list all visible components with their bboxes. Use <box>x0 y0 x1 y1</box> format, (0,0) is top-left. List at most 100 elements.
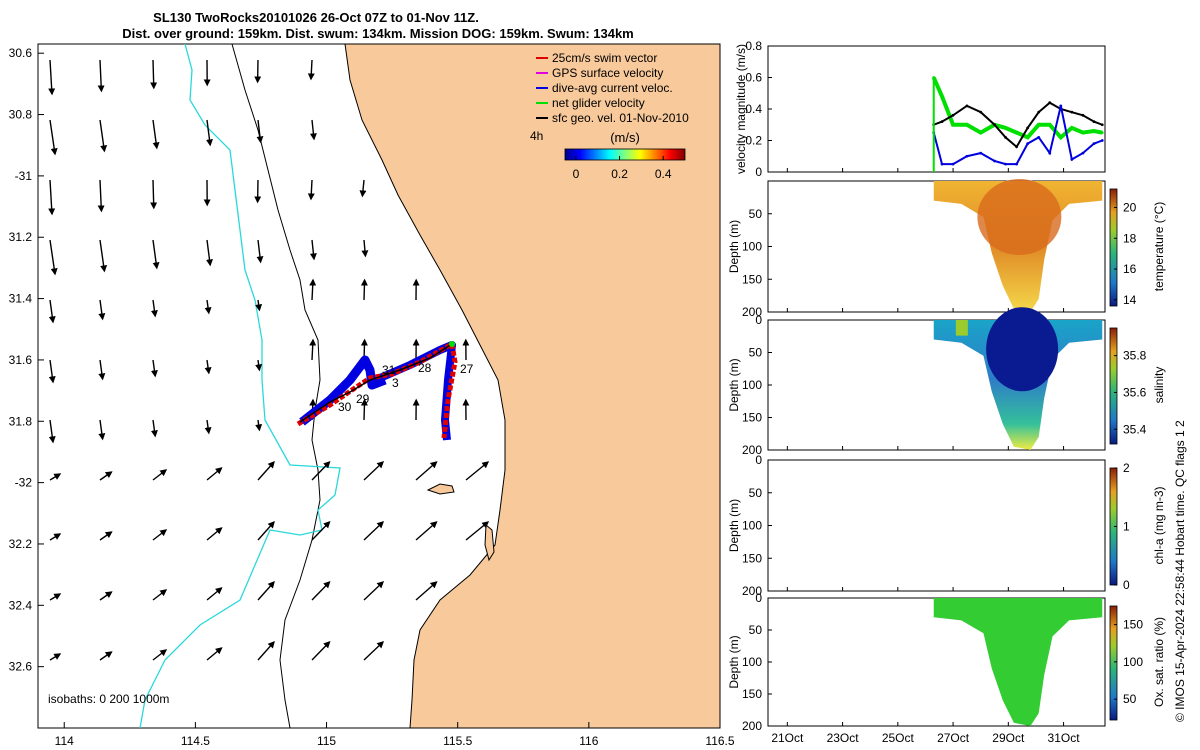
geo-velocity-arrow <box>98 359 106 381</box>
geo-velocity-arrow <box>48 419 56 444</box>
panel-colorbar <box>1109 188 1118 307</box>
colorbar-tick-label: 50 <box>1123 692 1137 706</box>
geo-velocity-arrow <box>152 649 168 661</box>
geo-velocity-arrow <box>206 527 223 541</box>
geo-velocity-arrow <box>97 179 105 213</box>
colorbar-tick-label: 16 <box>1123 262 1137 276</box>
geo-velocity-arrow <box>361 239 369 258</box>
geo-velocity-arrow <box>204 359 212 375</box>
geo-velocity-arrow <box>465 521 490 541</box>
lat-tick-label: 31.8 <box>9 414 33 428</box>
panel-temperature[interactable]: 50 100 150 200 Depth (m) 14 16 18 20 temperature … <box>727 179 1166 319</box>
series-point <box>1037 135 1041 139</box>
geo-velocity-arrow <box>150 359 158 378</box>
series-point <box>979 110 983 114</box>
geo-velocity-arrow <box>360 278 368 301</box>
series-point <box>1070 110 1074 114</box>
geo-velocity-arrow <box>465 461 490 481</box>
geo-velocity-arrow <box>206 239 213 267</box>
series-point <box>1015 131 1019 135</box>
geo-velocity-arrow <box>48 299 56 324</box>
title-line-1: SL130 TwoRocks20101026 26-Oct 07Z to 01-… <box>153 10 479 25</box>
geo-velocity-arrow <box>204 299 212 315</box>
lat-tick-label: -31 <box>15 169 33 183</box>
garden-island <box>484 523 495 562</box>
geo-velocity-arrow <box>152 589 168 601</box>
panel-oxygen[interactable]: 0 50 100 150 200 Depth (m) 21Oct 23Oct 25Oct 27Oc… <box>727 591 1166 745</box>
lon-tick-label: 116 <box>579 734 598 748</box>
series-point <box>1026 126 1030 130</box>
series-point <box>1048 123 1052 127</box>
y-tick-label: 200 <box>742 584 762 598</box>
colorbar-tick-label: 18 <box>1123 231 1137 245</box>
series-point <box>951 113 955 117</box>
series-point <box>993 159 996 163</box>
series-line <box>933 101 1103 149</box>
y-axis-label: velocity magnitude (m/s) <box>734 44 748 174</box>
geo-velocity-arrow <box>49 119 58 156</box>
series-point <box>1081 131 1085 135</box>
lat-axis-ticks: 30.6 30.8 -31 31.2 31.4 31.6 31.8 -32 32.2 32.4 32… <box>9 46 44 674</box>
series-point <box>940 120 944 123</box>
geo-velocity-arrow <box>152 119 160 150</box>
map-panel[interactable]: 313 28 27 30 29 114 114.5 115 115.5 116 116.5 30.… <box>9 43 735 748</box>
geo-velocity-arrow <box>257 580 275 601</box>
y-tick-label: 50 <box>749 486 763 500</box>
geo-velocity-arrow <box>48 179 56 216</box>
geo-velocity-arrow <box>311 640 331 661</box>
series-point <box>1026 135 1030 139</box>
colorbar-label: chl-a (mg m-3) <box>1152 486 1166 564</box>
panel-chla[interactable]: 0 50 100 150 200 Depth (m) 0 1 2 chl-a (mg m-3) <box>727 453 1166 598</box>
oxygen-section <box>933 598 1103 726</box>
geo-velocity-arrow <box>98 419 106 441</box>
geo-velocity-arrow <box>48 59 56 96</box>
track-day-label: 29 <box>356 392 370 406</box>
series-point <box>965 154 969 158</box>
series-point <box>1048 101 1052 105</box>
lat-tick-label: 32.2 <box>9 537 33 551</box>
geo-velocity-arrows <box>48 59 490 661</box>
lat-tick-label: -32 <box>15 476 33 490</box>
panel-salinity[interactable]: 0 50 100 150 200 Depth (m) 35.4 35.6 35.8 salinit… <box>727 307 1166 457</box>
geo-velocity-arrow <box>152 239 160 270</box>
series-point <box>1037 110 1041 114</box>
isobath-label: isobaths: 0 200 1000m <box>48 692 169 706</box>
series-point <box>1026 142 1030 146</box>
lat-tick-label: 30.8 <box>9 108 33 122</box>
y-tick-label: 0.8 <box>745 39 762 53</box>
y-tick-label: 0.2 <box>745 134 762 148</box>
geo-velocity-arrow <box>49 533 62 541</box>
panel-frame <box>767 459 1106 592</box>
series-point <box>1059 135 1063 139</box>
series-point <box>1092 129 1096 133</box>
panel-colorbar <box>1109 605 1118 721</box>
geo-velocity-arrow <box>206 647 223 661</box>
y-tick-label: 200 <box>742 719 762 733</box>
legend-label: sfc geo. vel. 01-Nov-2010 <box>552 111 689 125</box>
series-point <box>951 162 955 166</box>
isobath-1000m <box>139 44 341 728</box>
geo-velocity-arrow <box>363 521 385 541</box>
legend-label: 25cm/s swim vector <box>552 51 657 65</box>
geo-velocity-arrow <box>257 460 275 481</box>
y-tick-label: 200 <box>742 443 762 457</box>
y-tick-label: 0.6 <box>745 71 762 85</box>
geo-velocity-arrow <box>99 119 108 153</box>
y-tick-label: 0 <box>755 165 762 179</box>
series-point <box>1015 162 1019 166</box>
colorbar-tick-label: 150 <box>1123 618 1143 632</box>
y-axis-label: Depth (m) <box>727 220 741 273</box>
colorbar-label: salinity <box>1152 367 1166 404</box>
geo-velocity-arrow <box>150 59 158 90</box>
series-point <box>1092 120 1096 123</box>
colorbar-tick-label: 20 <box>1123 200 1137 214</box>
series-point <box>993 123 996 127</box>
geo-velocity-arrow <box>150 179 158 210</box>
time-tick-label: 25Oct <box>882 731 915 745</box>
series-point <box>1070 158 1074 161</box>
legend-label: net glider velocity <box>552 96 645 110</box>
lat-tick-label: 31.2 <box>9 230 33 244</box>
warm-core <box>977 179 1062 256</box>
